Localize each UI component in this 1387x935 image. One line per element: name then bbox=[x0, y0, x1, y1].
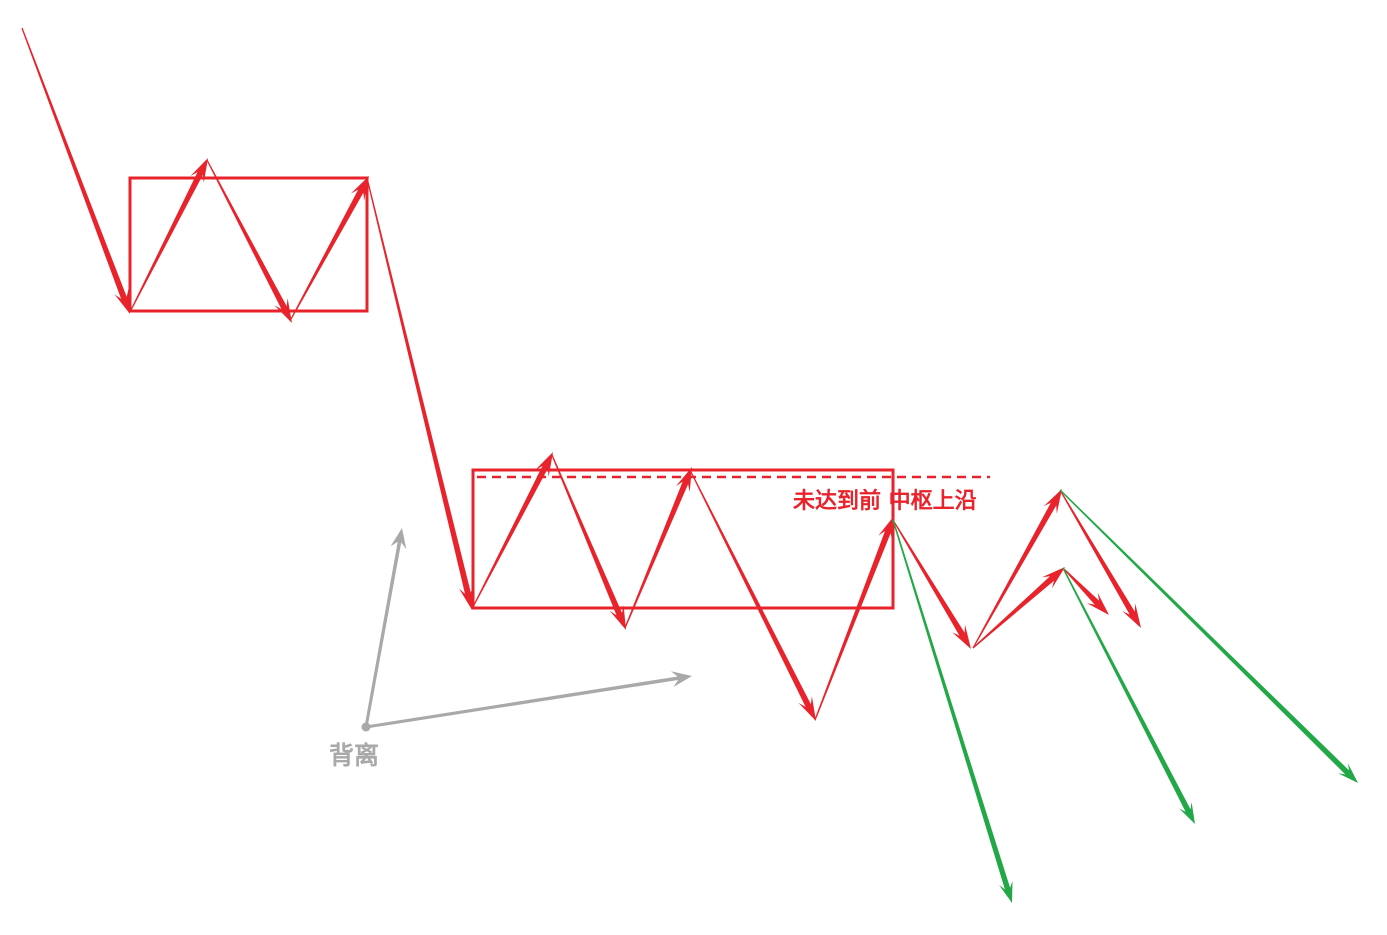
divergence-right-arrow bbox=[365, 671, 692, 729]
pivot2-down-stroke-1-arrow bbox=[551, 454, 626, 630]
pivot-top-note-label: 未达到前 中枢上沿 bbox=[793, 488, 977, 514]
initial-down-leg-arrow bbox=[21, 27, 130, 315]
divergence-label: 背离 bbox=[329, 741, 379, 770]
pullback-down-stroke-arrow bbox=[892, 519, 971, 649]
high-branch-down-arrow bbox=[1059, 489, 1141, 628]
pivot-box-upper bbox=[128, 176, 369, 313]
rebound-up-stroke-arrow bbox=[814, 516, 894, 721]
projection-down-arrow-1 bbox=[892, 519, 1013, 903]
divergence-up-arrow bbox=[364, 528, 407, 728]
pivot1-down-stroke-arrow bbox=[206, 159, 292, 323]
second-rebound-low-arrow bbox=[972, 567, 1065, 649]
arrow-layer bbox=[21, 27, 1358, 903]
divergence-origin-dot bbox=[361, 722, 371, 732]
pivot1-up-stroke-2-arrow bbox=[289, 176, 369, 322]
pivot2-down-stroke-2-arrow bbox=[689, 469, 816, 721]
pivot2-up-stroke-1-arrow bbox=[472, 452, 553, 608]
second-rebound-high-arrow bbox=[972, 489, 1062, 649]
projection-down-arrow-3 bbox=[1059, 489, 1358, 783]
pivot-box-lower bbox=[471, 468, 895, 610]
low-branch-down-arrow bbox=[1062, 567, 1109, 615]
projection-down-arrow-2 bbox=[1062, 567, 1195, 824]
pivot1-up-stroke-1-arrow bbox=[129, 158, 208, 313]
pivot2-up-stroke-2-arrow bbox=[624, 467, 692, 629]
breakdown-down-leg-arrow bbox=[366, 177, 474, 610]
